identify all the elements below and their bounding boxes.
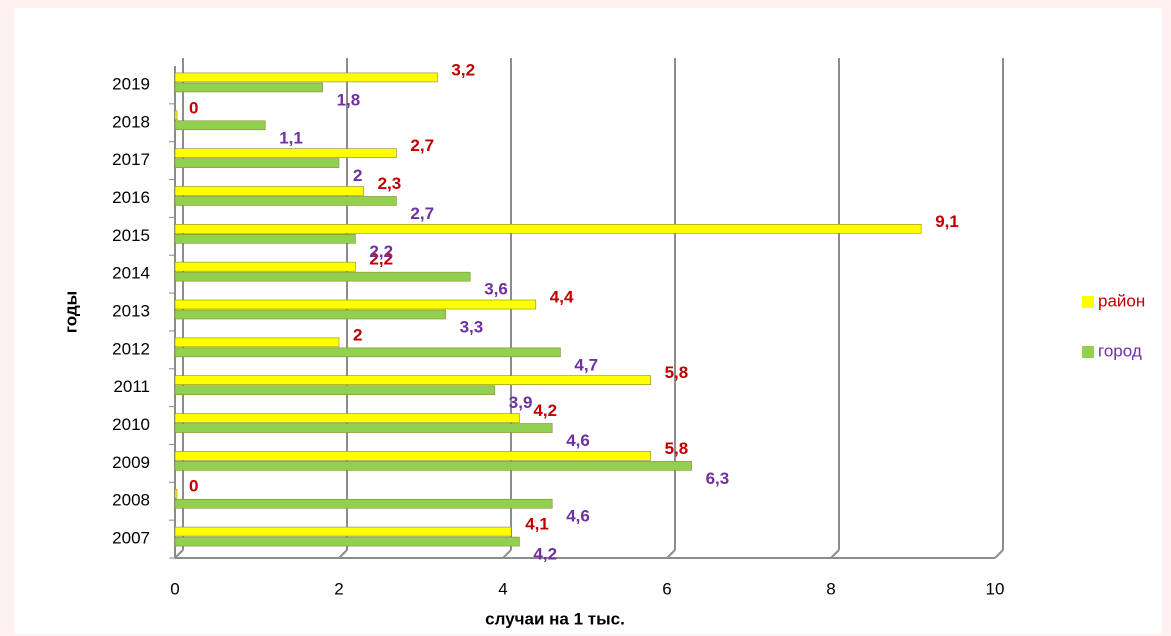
bar xyxy=(174,158,340,168)
data-label: 3,2 xyxy=(451,60,475,79)
x-tick-label: 8 xyxy=(826,579,835,598)
data-label: 6,3 xyxy=(706,469,730,488)
data-label: 4,2 xyxy=(533,401,557,420)
data-label: 2,7 xyxy=(410,204,434,223)
y-tick-label: 2013 xyxy=(112,301,150,320)
bar xyxy=(174,186,364,196)
data-label: 4,2 xyxy=(533,545,557,564)
grid-floor xyxy=(174,549,184,559)
bar xyxy=(174,120,266,131)
bar xyxy=(174,196,397,206)
y-tick-label: 2011 xyxy=(113,377,150,396)
data-label: 2 xyxy=(353,166,362,185)
bar xyxy=(174,536,520,547)
y-tick-label: 2018 xyxy=(112,112,150,131)
y-tick-label: 2019 xyxy=(112,74,150,93)
data-label: 2 xyxy=(353,325,362,344)
x-tick-label: 4 xyxy=(498,579,507,598)
bar xyxy=(174,498,553,509)
data-label: 5,8 xyxy=(665,363,689,382)
y-tick-label: 2016 xyxy=(112,188,150,207)
x-axis-title: случаи на 1 тыс. xyxy=(485,609,625,628)
bar xyxy=(174,337,340,348)
legend-label: город xyxy=(1098,341,1142,360)
grid-floor xyxy=(502,549,512,559)
grid-floor xyxy=(994,549,1004,559)
data-label: 4,4 xyxy=(550,287,574,306)
grid-floor xyxy=(666,549,676,559)
bar xyxy=(174,347,561,358)
y-tick-label: 2015 xyxy=(112,226,150,245)
y-tick-label: 2017 xyxy=(112,150,150,169)
data-label: 3,9 xyxy=(509,393,533,412)
data-label: 4,6 xyxy=(566,507,590,526)
data-label: 5,8 xyxy=(665,439,689,458)
bar xyxy=(174,385,496,395)
data-label: 2,3 xyxy=(378,174,402,193)
bar xyxy=(174,261,356,272)
x-tick-label: 10 xyxy=(986,579,1005,598)
data-label: 0 xyxy=(189,477,198,496)
bar xyxy=(174,375,651,385)
bar xyxy=(174,148,397,158)
grid-floor xyxy=(338,549,348,559)
bar xyxy=(174,451,651,461)
bar xyxy=(174,526,512,537)
data-label: 0 xyxy=(189,98,198,117)
bar xyxy=(174,271,471,282)
data-label: 3,3 xyxy=(460,317,484,336)
data-label: 4,6 xyxy=(566,431,590,450)
data-label: 1,8 xyxy=(337,90,361,109)
legend-label: район xyxy=(1098,291,1145,310)
legend-swatch xyxy=(1082,346,1094,358)
y-tick-label: 2009 xyxy=(112,453,150,472)
bar xyxy=(174,423,553,433)
legend-swatch xyxy=(1082,296,1094,308)
data-label: 2,2 xyxy=(369,250,393,269)
bar xyxy=(174,309,446,320)
y-tick-label: 2014 xyxy=(112,264,150,283)
y-tick-label: 2012 xyxy=(112,339,150,358)
y-tick-label: 2010 xyxy=(112,415,150,434)
bar xyxy=(174,461,692,471)
y-axis-title: годы xyxy=(61,291,80,333)
data-label: 1,1 xyxy=(279,128,303,147)
data-label: 3,6 xyxy=(484,280,508,299)
x-tick-label: 6 xyxy=(662,579,671,598)
data-label: 9,1 xyxy=(935,212,959,231)
x-tick-label: 2 xyxy=(334,579,343,598)
bar xyxy=(174,224,922,234)
bar xyxy=(174,234,356,244)
bar xyxy=(174,110,178,121)
bar xyxy=(174,413,520,423)
grid-floor xyxy=(830,549,840,559)
bar xyxy=(174,82,323,93)
data-label: 2,2 xyxy=(369,242,393,261)
bar xyxy=(174,72,438,83)
y-tick-label: 2007 xyxy=(112,529,150,548)
data-label: 4,7 xyxy=(574,355,598,374)
y-tick-label: 2008 xyxy=(112,491,150,510)
data-label: 4,1 xyxy=(525,515,549,534)
bar xyxy=(174,299,537,310)
bar xyxy=(174,488,178,499)
x-tick-label: 0 xyxy=(170,579,179,598)
data-label: 2,7 xyxy=(410,136,434,155)
